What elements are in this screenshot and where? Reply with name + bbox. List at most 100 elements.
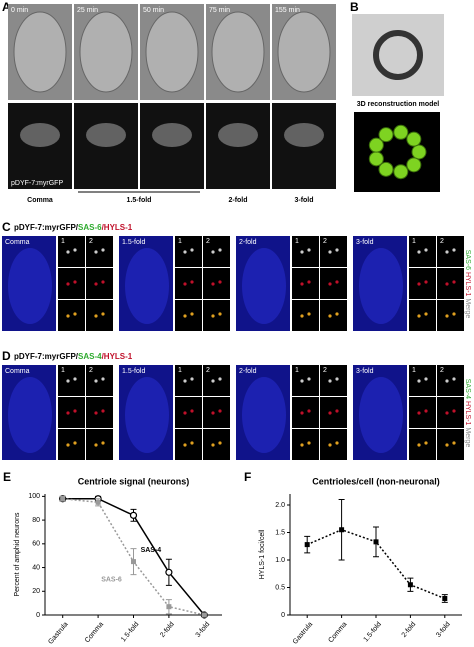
inset-label: 2 (323, 238, 327, 245)
inset-label: 2 (206, 367, 210, 374)
focus (417, 443, 421, 447)
stage-label: 3-fold (294, 197, 313, 204)
inset-image (320, 300, 347, 331)
focus (452, 312, 456, 316)
channel-label: Merge (464, 427, 471, 447)
inset-image (292, 365, 319, 396)
focus (452, 409, 456, 413)
time-label: 0 min (11, 7, 28, 14)
point (131, 559, 136, 565)
inset-image (175, 300, 202, 331)
inset-label: 1 (412, 238, 416, 245)
focus (211, 250, 215, 254)
channel-labels: SAS-6 HYLS-1 Merge (464, 250, 471, 319)
focus (300, 411, 304, 415)
inset-image (437, 236, 464, 267)
focus (94, 282, 98, 286)
y-tick-label: 0.5 (275, 584, 285, 591)
inset-image (409, 236, 436, 267)
x-tick-label: Gastrula (292, 621, 314, 646)
y-tick-label: 1.5 (275, 529, 285, 536)
inset-image (409, 300, 436, 331)
series-label: SAS-6 (101, 576, 122, 583)
inset-image (58, 429, 85, 460)
focus (445, 314, 449, 318)
focus (183, 314, 187, 318)
title-part: SAS-6 (78, 223, 102, 232)
focus (417, 379, 421, 383)
focus (218, 248, 222, 252)
inset-label: 1 (178, 367, 182, 374)
inset-image (292, 429, 319, 460)
point (166, 604, 172, 610)
inset-image (437, 268, 464, 299)
inset-image (86, 300, 113, 331)
focus (183, 411, 187, 415)
x-tick-label: 3-fold (435, 621, 452, 639)
inset-image (58, 397, 85, 428)
point (339, 527, 345, 533)
stage-label: 2-fold (228, 197, 247, 204)
centriole-model (393, 164, 409, 180)
inset-label: 1 (295, 238, 299, 245)
focus (328, 314, 332, 318)
inset-label: 2 (206, 238, 210, 245)
point (304, 542, 310, 548)
inset-image (203, 268, 230, 299)
inset-image (437, 365, 464, 396)
focus (307, 280, 311, 284)
focus (307, 312, 311, 316)
stage-label: 2-fold (239, 239, 257, 246)
focus (335, 280, 339, 284)
focus (211, 282, 215, 286)
inset-image (58, 365, 85, 396)
inset-image (292, 397, 319, 428)
focus (452, 248, 456, 252)
point (165, 568, 173, 576)
focus (307, 409, 311, 413)
inset-label: 2 (89, 238, 93, 245)
inset-image (175, 365, 202, 396)
inset-image (203, 397, 230, 428)
focus (417, 411, 421, 415)
embryo-signal (125, 377, 169, 453)
time-label: 75 min (209, 7, 230, 14)
centriole-model (368, 151, 384, 167)
focus (211, 443, 215, 447)
y-tick-label: 40 (32, 564, 40, 571)
embryo (79, 11, 133, 93)
inset-image (203, 365, 230, 396)
focus (101, 409, 105, 413)
panel-letter: A (2, 0, 11, 14)
inset-image (292, 300, 319, 331)
title-part: pDYF-7:myrGFP/ (14, 223, 79, 232)
y-axis-label: Percent of amphid neurons (14, 512, 21, 597)
focus (190, 248, 194, 252)
stage-label: Comma (27, 197, 53, 204)
reporter-label: pDYF-7:myrGFP (11, 180, 63, 187)
focus (73, 312, 77, 316)
title-part: SAS-4 (78, 352, 102, 361)
glow (152, 123, 192, 147)
point (201, 612, 207, 618)
x-tick-label: Comma (327, 621, 348, 644)
channel-labels: SAS-4 HYLS-1 Merge (464, 379, 471, 448)
point (442, 596, 448, 601)
focus (424, 409, 428, 413)
focus (424, 312, 428, 316)
centriole-model (378, 127, 394, 143)
inset-image (409, 397, 436, 428)
focus (452, 377, 456, 381)
focus (73, 377, 77, 381)
focus (328, 443, 332, 447)
centriole-model (406, 131, 422, 147)
inset-image (175, 397, 202, 428)
inset-image (203, 236, 230, 267)
inset-label: 1 (61, 238, 65, 245)
stage-label: Comma (5, 368, 30, 375)
chart-title: Centrioles/cell (non-neuronal) (312, 476, 440, 486)
focus (300, 314, 304, 318)
glow (86, 123, 126, 147)
y-tick-label: 20 (32, 588, 40, 595)
x-tick-label: 1.5-fold (363, 621, 383, 643)
